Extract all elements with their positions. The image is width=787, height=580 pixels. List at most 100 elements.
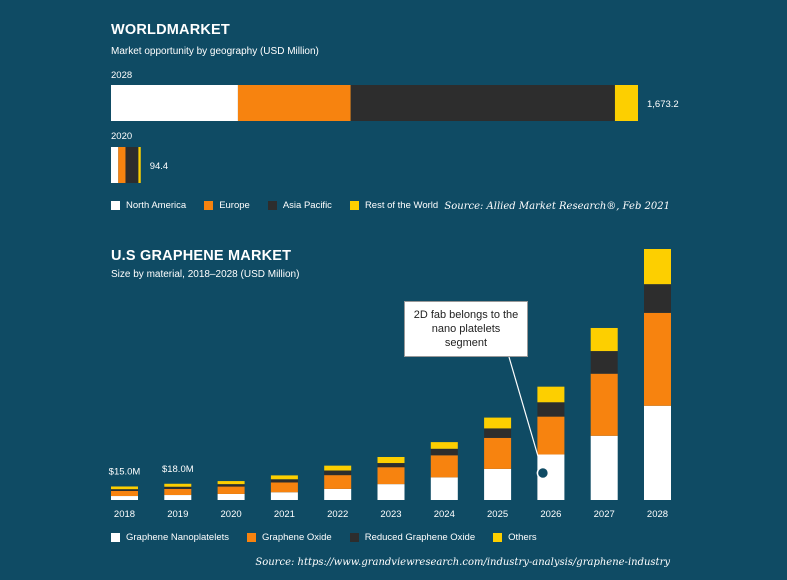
us-bar-segment [484, 428, 512, 438]
us-year-label: 2019 [167, 509, 188, 520]
world-subtitle: Market opportunity by geography (USD Mil… [111, 46, 319, 57]
us-legend-item: Graphene Oxide [247, 532, 332, 543]
us-legend: Graphene Nanoplatelets Graphene Oxide Re… [111, 532, 555, 543]
world-bar-segment [125, 147, 139, 183]
us-chart: $15.0M 2018 $18.0M 2019 2020 2021 2022 2023 2024… [109, 249, 671, 520]
us-bar-segment [644, 249, 671, 285]
us-bar-segment [537, 416, 565, 455]
us-year-label: 2028 [647, 509, 668, 520]
us-bar-segment [270, 479, 298, 483]
world-bar-segment [111, 147, 119, 183]
us-data-label: $15.0M [109, 466, 141, 477]
us-year-label: 2025 [487, 509, 508, 520]
us-bar-segment [164, 495, 192, 500]
us-bar-segment [217, 486, 245, 494]
us-bar-segment [430, 477, 458, 500]
us-bar-segment [430, 442, 458, 449]
legend-label: Asia Pacific [282, 200, 332, 211]
us-bar-segment [164, 483, 192, 487]
us-bar-segment [324, 465, 352, 471]
us-year-label: 2021 [274, 509, 295, 520]
world-source: Source: Allied Market Research®, Feb 202… [444, 201, 670, 212]
us-bar-segment [377, 463, 405, 468]
us-year-label: 2018 [114, 509, 135, 520]
us-bar-segment [324, 488, 352, 500]
world-legend-item: Europe [204, 200, 250, 211]
us-bar-segment [164, 488, 192, 496]
us-bar-segment [590, 351, 618, 374]
legend-swatch-rest-of-world [349, 201, 359, 210]
legend-label: Graphene Oxide [262, 532, 332, 543]
us-bar-segment [537, 402, 565, 417]
legend-label: Others [508, 532, 537, 543]
us-bar-segment [111, 496, 138, 500]
us-bar-segment [590, 373, 618, 436]
us-bar-segment [484, 417, 512, 429]
world-legend-item: Asia Pacific [267, 200, 332, 211]
world-bar-segment [614, 85, 638, 121]
us-bar-segment [590, 327, 618, 352]
legend-swatch-reduced-graphene-oxide [349, 533, 359, 542]
world-bar-segment [237, 85, 351, 121]
legend-swatch-asia-pacific [267, 201, 277, 210]
world-title: WORLDMARKET [111, 22, 230, 38]
us-bar-segment [217, 481, 245, 485]
world-total-label: 1,673.2 [647, 99, 679, 110]
world-category-label: 2020 [111, 131, 132, 142]
us-year-label: 2027 [594, 509, 615, 520]
us-data-label: $18.0M [162, 464, 194, 475]
world-legend-item: Rest of the World [349, 200, 439, 211]
us-bar-segment [217, 484, 245, 487]
legend-swatch-graphene-oxide [247, 533, 256, 542]
legend-swatch-others [493, 533, 503, 542]
world-legend: North America Europe Asia Pacific Rest o… [111, 200, 456, 211]
annotation-leader-line [508, 356, 544, 474]
us-legend-item: Others [493, 532, 537, 543]
world-total-label: 94.4 [150, 161, 169, 172]
us-bar-segment [270, 475, 298, 480]
world-bar-segment [350, 85, 615, 121]
annotation-marker [536, 466, 550, 480]
us-bar-segment [377, 467, 405, 485]
legend-label: Graphene Nanoplatelets [126, 532, 229, 543]
legend-swatch-north-america [111, 201, 120, 210]
us-bar-segment [164, 486, 192, 489]
us-bar-segment [644, 405, 671, 500]
us-bar-segment [324, 475, 352, 489]
us-year-label: 2026 [540, 509, 561, 520]
world-chart: 2028 1,673.2 2020 94.4 [111, 70, 679, 183]
us-bar-segment [377, 484, 405, 500]
legend-label: Rest of the World [364, 200, 439, 211]
us-bar-segment [484, 437, 512, 469]
us-bar-segment [111, 489, 138, 491]
us-bar-segment [270, 492, 298, 500]
us-source: Source: https://www.grandviewresearch.co… [255, 557, 670, 568]
us-legend-item: Graphene Nanoplatelets [111, 532, 229, 543]
world-bar-segment [118, 147, 126, 183]
us-bar-segment [270, 482, 298, 493]
us-subtitle: Size by material, 2018–2028 (USD Million… [111, 269, 300, 280]
us-bar-segment [644, 312, 671, 406]
us-title: U.S GRAPHENE MARKET [111, 248, 292, 264]
us-bar-segment [217, 493, 245, 500]
us-bar-segment [111, 486, 138, 490]
us-bar-segment [324, 470, 352, 476]
us-bar-segment [484, 468, 512, 500]
legend-swatch-nanoplatelets [111, 533, 120, 542]
us-year-label: 2024 [434, 509, 455, 520]
us-bar-segment [111, 490, 138, 497]
legend-label: Europe [219, 200, 250, 211]
us-year-label: 2022 [327, 509, 348, 520]
world-bar-segment [138, 147, 141, 183]
legend-label: Reduced Graphene Oxide [364, 532, 476, 543]
world-bar-segment [111, 85, 238, 121]
us-bar-segment [537, 386, 565, 403]
us-bar-segment [590, 435, 618, 500]
us-legend-item: Reduced Graphene Oxide [349, 532, 476, 543]
legend-label: North America [126, 200, 187, 211]
us-year-label: 2023 [380, 509, 401, 520]
us-bar-segment [430, 455, 458, 478]
world-legend-item: North America [111, 200, 186, 211]
world-category-label: 2028 [111, 70, 132, 81]
us-bar-segment [430, 448, 458, 456]
